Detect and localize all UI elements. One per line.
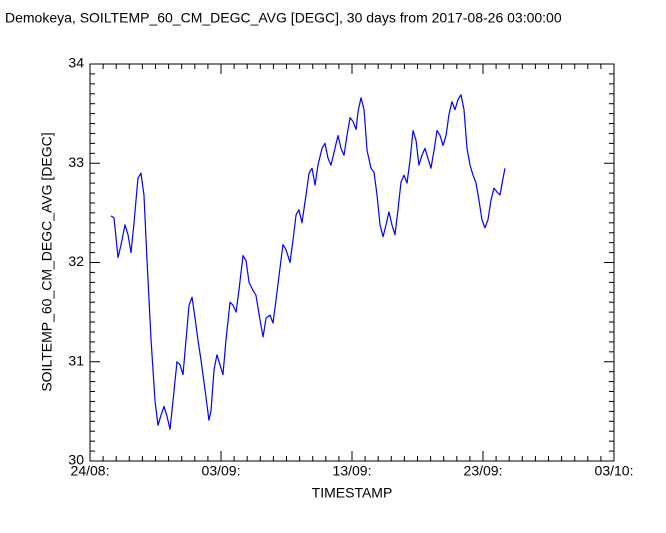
x-tick-label: 24/08: [71,463,110,479]
y-axis-label: SOILTEMP_60_CM_DEGC_AVG [DEGC] [39,132,55,391]
x-tick-label: 03/10: [595,463,634,479]
x-tick-label: 03/09: [202,463,241,479]
x-tick-label: 13/09: [333,463,372,479]
y-tick-label: 34 [68,55,84,71]
chart-title: Demokeya, SOILTEMP_60_CM_DEGC_AVG [DEGC]… [5,10,562,26]
y-tick-label: 33 [68,154,84,170]
y-tick-label: 31 [68,352,84,368]
x-axis-label: TIMESTAMP [312,485,393,501]
y-tick-label: 30 [68,452,84,468]
x-tick-label: 23/09: [464,463,503,479]
data-line [110,94,506,430]
y-tick-label: 32 [68,253,84,269]
